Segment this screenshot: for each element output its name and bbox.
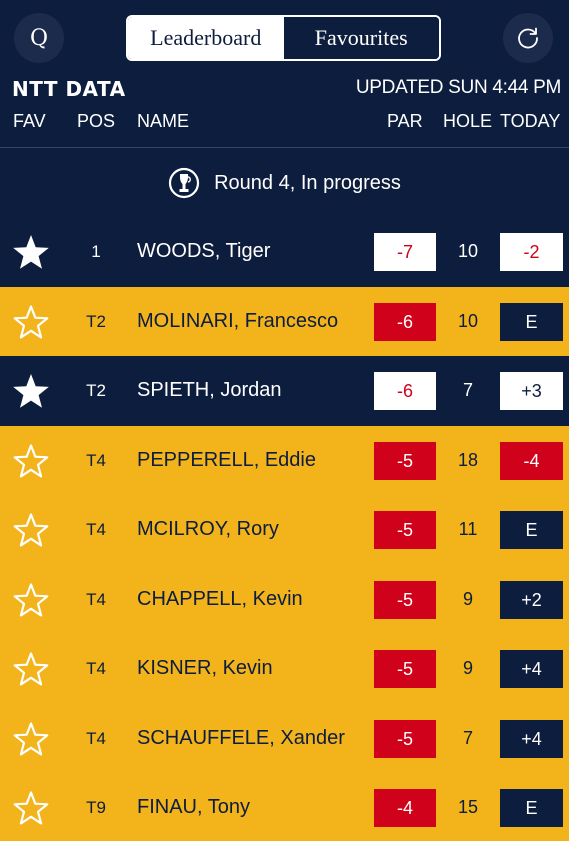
player-name: MCILROY, Rory (137, 518, 279, 540)
star-outline-icon[interactable] (11, 649, 51, 689)
star-filled-icon[interactable] (11, 232, 51, 272)
today-score: E (500, 789, 563, 827)
star-outline-icon[interactable] (11, 510, 51, 550)
leaderboard-row[interactable]: 1 WOODS, Tiger -7 10 -2 (0, 217, 569, 287)
tab-favourites[interactable]: Favourites (283, 17, 439, 59)
hole-number: 7 (462, 380, 473, 400)
col-name: NAME (137, 111, 190, 131)
star-outline-icon[interactable] (11, 302, 51, 342)
sponsor-logo: NTT DATA (12, 77, 126, 101)
par-score: -5 (374, 441, 436, 480)
today-score: -4 (500, 441, 563, 480)
position: 1 (91, 242, 101, 261)
today-score: +4 (500, 650, 563, 688)
hole-number: 10 (457, 310, 479, 331)
position: T4 (86, 520, 106, 539)
star-filled-icon[interactable] (11, 371, 51, 411)
par-score: -6 (374, 302, 436, 341)
player-name: SPIETH, Jordan (137, 379, 282, 401)
player-name: FINAU, Tony (137, 796, 250, 818)
col-par: PAR (387, 111, 423, 131)
today-score: +4 (500, 719, 563, 758)
par-score: -5 (374, 580, 436, 619)
today-score: +3 (500, 372, 563, 410)
par-score: -7 (374, 233, 436, 271)
hole-number: 9 (462, 658, 473, 678)
position: T2 (86, 381, 106, 400)
hole-number: 15 (457, 797, 479, 817)
hole-number: 9 (462, 588, 473, 609)
leaderboard-row[interactable]: T4 MCILROY, Rory -5 11 E (0, 495, 569, 565)
par-score: -5 (374, 650, 436, 688)
player-name: PEPPERELL, Eddie (137, 448, 316, 471)
leaderboard-row[interactable]: T4 PEPPERELL, Eddie -5 18 -4 (0, 425, 569, 495)
view-toggle: Leaderboard Favourites (126, 15, 441, 61)
par-score: -5 (374, 719, 436, 758)
position: T4 (86, 450, 106, 470)
leaderboard-row[interactable]: T4 CHAPPELL, Kevin -5 9 +2 (0, 564, 569, 634)
claret-jug-icon (169, 167, 200, 199)
leaderboard-row[interactable]: T4 KISNER, Kevin -5 9 +4 (0, 634, 569, 704)
player-name: KISNER, Kevin (137, 657, 273, 679)
today-score: E (500, 511, 563, 549)
star-outline-icon[interactable] (11, 788, 51, 828)
col-today: TODAY (500, 111, 561, 131)
star-outline-icon[interactable] (11, 441, 51, 481)
search-icon: Q (29, 25, 49, 51)
position: T4 (86, 589, 106, 609)
player-name: WOODS, Tiger (137, 240, 271, 262)
leaderboard-row[interactable]: T4 SCHAUFFELE, Xander -5 7 +4 (0, 703, 569, 773)
leaderboard-row[interactable]: T2 MOLINARI, Francesco -6 10 E (0, 286, 569, 356)
header-divider (0, 147, 569, 148)
star-outline-icon[interactable] (11, 719, 51, 759)
today-score: +2 (500, 580, 563, 619)
search-button[interactable]: Q (14, 13, 64, 63)
refresh-icon (518, 27, 538, 49)
position: T4 (86, 659, 106, 678)
tab-leaderboard[interactable]: Leaderboard (128, 17, 284, 59)
column-headers: FAV POS NAME PAR HOLE TODAY (0, 111, 569, 139)
par-score: -4 (374, 789, 436, 827)
hole-number: 18 (457, 449, 479, 470)
position: T9 (86, 798, 106, 817)
round-status-text: Round 4, In progress (214, 171, 401, 194)
today-score: -2 (500, 233, 563, 271)
updated-timestamp: UPDATED SUN 4:44 PM (355, 77, 561, 98)
star-outline-icon[interactable] (11, 580, 51, 620)
today-score: E (500, 302, 563, 341)
col-pos: POS (77, 111, 116, 131)
col-hole: HOLE (443, 111, 493, 131)
round-status-banner: Round 4, In progress (0, 150, 569, 216)
refresh-button[interactable] (503, 13, 553, 63)
position: T4 (86, 728, 106, 748)
par-score: -5 (374, 511, 436, 549)
position: T2 (86, 311, 106, 331)
top-bar: Q Leaderboard Favourites (0, 0, 569, 78)
player-name: SCHAUFFELE, Xander (137, 726, 345, 749)
leaderboard-list: 1 WOODS, Tiger -7 10 -2 T2 MOLINARI, Francesco… (0, 217, 569, 841)
leaderboard-row[interactable]: T9 FINAU, Tony -4 15 E (0, 773, 569, 841)
par-score: -6 (374, 372, 436, 410)
hole-number: 10 (457, 241, 479, 261)
leaderboard-row[interactable]: T2 SPIETH, Jordan -6 7 +3 (0, 356, 569, 426)
hole-number: 11 (458, 519, 478, 539)
player-name: CHAPPELL, Kevin (137, 587, 303, 610)
hole-number: 7 (462, 727, 473, 748)
col-fav: FAV (13, 111, 46, 131)
player-name: MOLINARI, Francesco (137, 309, 339, 332)
